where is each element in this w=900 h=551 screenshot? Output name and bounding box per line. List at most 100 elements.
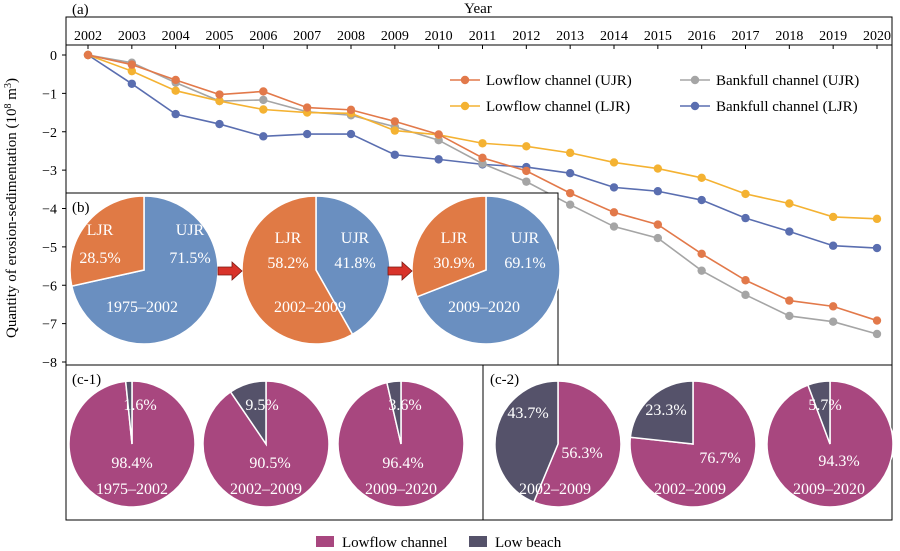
x-tick-label: 2010 xyxy=(425,29,453,44)
legend-swatch xyxy=(316,536,334,547)
panel-b-pies: (b) UJR 71.5% LJR 28.5% 1975–2002 UJR 41.8% LJR 5… xyxy=(65,192,561,366)
data-point xyxy=(522,142,531,151)
data-point xyxy=(653,187,663,196)
pie-period-label: 2009–2020 xyxy=(793,481,865,498)
data-point xyxy=(697,266,706,275)
pie-period-label: 2009–2020 xyxy=(448,299,520,316)
data-point xyxy=(785,311,794,321)
pie-period-label: 2002–2009 xyxy=(654,481,726,498)
pie-label-value: 98.4% xyxy=(111,455,152,472)
pie-label-value: 94.3% xyxy=(818,453,859,470)
legend-swatch xyxy=(469,536,487,547)
pie-slice-low-beach xyxy=(385,380,402,445)
data-point xyxy=(697,195,706,205)
data-point xyxy=(697,173,706,182)
pie-label-value: 30.9% xyxy=(433,255,474,272)
data-point xyxy=(215,119,224,129)
legend-label: Lowflow channel xyxy=(342,535,447,551)
pie-slice-ujr xyxy=(416,195,561,345)
pie-label-value: 90.5% xyxy=(249,455,290,472)
data-point xyxy=(259,132,268,141)
data-point xyxy=(390,150,400,159)
x-tick-label: 2005 xyxy=(206,29,234,44)
data-point xyxy=(171,109,180,119)
y-tick-label: −1 xyxy=(42,87,57,102)
x-tick-label: 2002 xyxy=(74,29,102,44)
pie-label-value: 9.5% xyxy=(245,397,278,414)
y-axis-label-end: ) xyxy=(4,78,20,83)
arrow-icon xyxy=(217,261,243,281)
legend-marker xyxy=(690,101,700,111)
data-point xyxy=(872,329,882,339)
data-point xyxy=(741,290,750,300)
legend-label: Bankfull channel (LJR) xyxy=(716,99,858,115)
data-point xyxy=(872,214,882,224)
x-tick-label: 2008 xyxy=(337,29,365,44)
y-tick-label: −3 xyxy=(42,164,57,179)
x-tick-label: 2015 xyxy=(644,29,672,44)
data-point xyxy=(653,233,663,243)
x-tick-label: 2013 xyxy=(556,29,584,44)
data-point xyxy=(565,168,575,178)
data-point xyxy=(785,296,794,305)
legend-label: Low beach xyxy=(495,535,562,551)
data-point xyxy=(127,79,137,88)
data-point xyxy=(828,317,838,326)
pie-period-label: 2002–2009 xyxy=(274,299,346,316)
y-tick-label: −2 xyxy=(42,126,57,141)
data-point xyxy=(872,316,882,325)
data-point xyxy=(653,164,663,173)
pie-label-value: 5.7% xyxy=(808,397,841,414)
pie-slice-ujr xyxy=(315,195,391,336)
data-point xyxy=(259,105,268,114)
pie-slice-ljr xyxy=(69,195,145,288)
pie-label-value: 71.5% xyxy=(169,250,210,267)
y-tick-label: −7 xyxy=(42,318,57,333)
pie-label-name: LJR xyxy=(275,230,302,247)
x-tick-label: 2016 xyxy=(688,29,716,44)
y-tick-label: −8 xyxy=(42,356,57,371)
x-tick-label: 2007 xyxy=(293,29,321,44)
legend-label: Bankfull channel (UJR) xyxy=(716,73,859,89)
y-axis-label-sup2: 3 xyxy=(3,83,14,88)
data-point xyxy=(127,60,137,69)
pie-label-value: 43.7% xyxy=(507,405,548,422)
x-tick-label: 2012 xyxy=(512,29,540,44)
data-point xyxy=(346,105,356,115)
pie-slice-low-beach xyxy=(629,380,694,445)
panel-c1-pies: (c-1) 1.6% 98.4% 1975–2002 9.5% 90.5% 2002–200… xyxy=(65,364,484,521)
panel-label-b: (b) xyxy=(72,200,90,216)
data-point xyxy=(171,75,180,85)
data-point xyxy=(302,103,312,112)
data-point xyxy=(346,129,356,139)
pie-slice-low-beach xyxy=(229,380,267,447)
data-point xyxy=(828,212,838,222)
pie-label-name: LJR xyxy=(441,230,468,247)
data-point xyxy=(741,189,750,199)
pie-label-name: UJR xyxy=(511,230,540,247)
data-point xyxy=(390,117,400,126)
data-point xyxy=(259,87,268,96)
pie-label-name: LJR xyxy=(87,222,114,239)
legend-label: Lowflow channel (UJR) xyxy=(486,73,632,89)
pie-label-value: 96.4% xyxy=(382,455,423,472)
x-tick-label: 2019 xyxy=(819,29,847,44)
pie-slice-low-beach xyxy=(494,380,559,504)
data-point xyxy=(609,158,619,167)
pie-label-value: 3.6% xyxy=(388,397,421,414)
legend-label: Lowflow channel (LJR) xyxy=(486,99,630,115)
panel-label-c1: (c-1) xyxy=(72,372,101,388)
data-point xyxy=(828,302,838,311)
data-point xyxy=(828,241,838,250)
pie-slice-low-beach xyxy=(806,380,831,445)
data-point xyxy=(390,126,400,135)
y-tick-label: −4 xyxy=(42,203,57,218)
pie-period-label: 2009–2020 xyxy=(365,481,437,498)
y-tick-label: 0 xyxy=(50,49,57,64)
data-point xyxy=(609,222,619,231)
data-point xyxy=(872,243,882,253)
data-point xyxy=(522,177,531,186)
panel-label-a: (a) xyxy=(72,2,89,18)
legend-marker xyxy=(690,75,700,85)
